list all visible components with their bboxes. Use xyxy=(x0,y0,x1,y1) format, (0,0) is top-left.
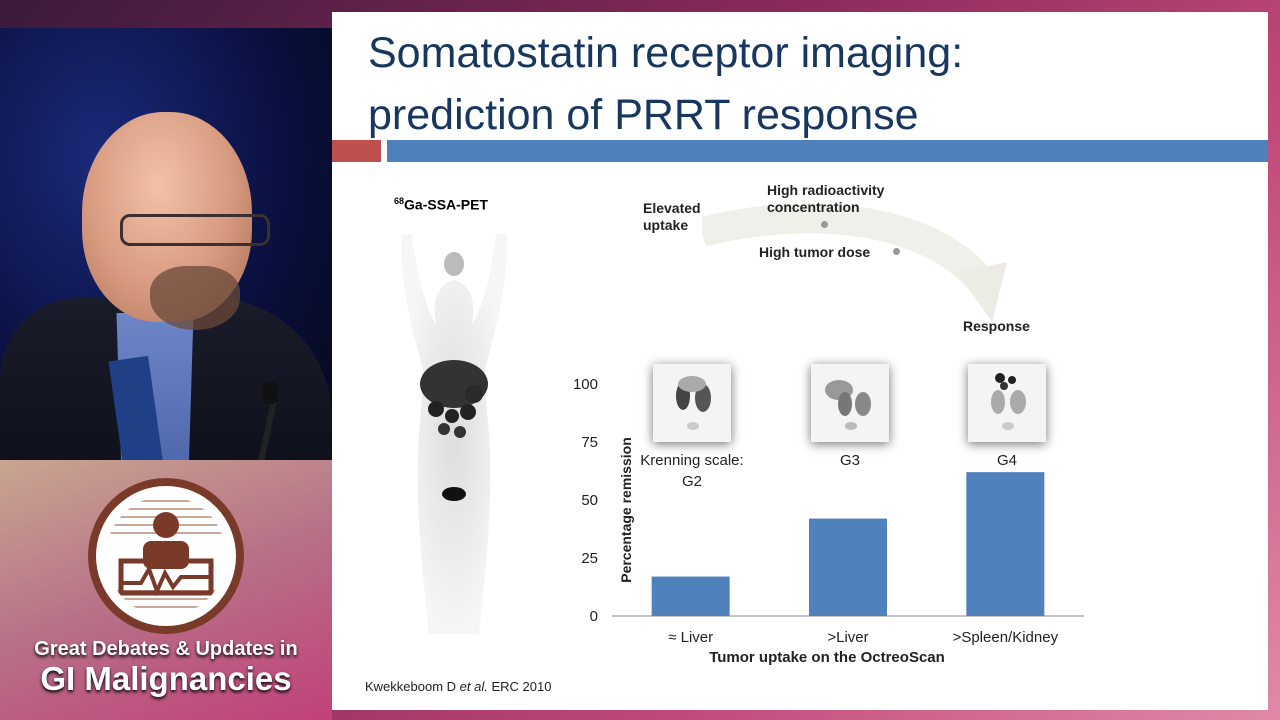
category-label-0: ≈ Liver xyxy=(668,629,713,646)
elevated-uptake-line2: uptake xyxy=(643,217,689,233)
flow-dot xyxy=(893,248,900,255)
title-accent-blue xyxy=(387,140,1268,162)
elevated-uptake-line1: Elevated xyxy=(643,200,701,216)
krenning-scale-label: Krenning scale: xyxy=(640,452,744,469)
grade-label-g4: G4 xyxy=(996,452,1017,469)
conference-name-line1: Great Debates & Updates in xyxy=(34,638,298,660)
pet-label-text: Ga-SSA-PET xyxy=(404,196,489,213)
bar-2 xyxy=(966,472,1045,616)
microphone-icon xyxy=(262,382,278,404)
category-label-1: >Liver xyxy=(827,629,868,646)
grade-label-g3: G3 xyxy=(839,452,860,469)
chart-bars xyxy=(651,472,1045,616)
pet-label-superscript: 68 xyxy=(394,196,405,206)
conference-logo-icon xyxy=(88,478,244,634)
scan-thumbnail-g2 xyxy=(653,364,731,442)
speaker-glasses xyxy=(120,214,270,246)
conference-name-line2: GI Malignancies xyxy=(40,660,292,697)
slide-title-line1: Somatostatin receptor imaging: xyxy=(368,29,964,77)
flow-dot xyxy=(821,221,828,228)
citation-et-al: et al. xyxy=(459,679,488,694)
bar-0 xyxy=(651,576,730,616)
y-tick-label-3: 75 xyxy=(581,434,598,451)
high-radioactivity-line2: concentration xyxy=(767,199,860,215)
y-tick-label-2: 50 xyxy=(581,492,598,509)
citation-journal: ERC 2010 xyxy=(487,679,552,694)
chart-ticks: 0 25 50 75 100 xyxy=(573,376,598,625)
high-tumor-dose-label: High tumor dose xyxy=(759,244,871,260)
high-radioactivity-line1: High radioactivity xyxy=(767,182,885,198)
high-radioactivity-label: High radioactivity concentration xyxy=(767,182,884,216)
y-tick-label-1: 25 xyxy=(581,550,598,567)
bar-1 xyxy=(809,518,887,616)
pet-scan-label: 68Ga-SSA-PET xyxy=(394,196,488,213)
presentation-slide: Somatostatin receptor imaging: predictio… xyxy=(332,12,1268,710)
pet-scan-image xyxy=(401,234,507,634)
speaker-video xyxy=(0,28,332,460)
scan-thumbnail-g3 xyxy=(811,364,889,442)
y-tick-label-0: 0 xyxy=(590,608,598,625)
grade-label-g2: G2 xyxy=(681,473,702,490)
flow-arrow xyxy=(702,203,1007,322)
citation-author: Kwekkeboom D xyxy=(365,679,460,694)
title-accent-red xyxy=(332,140,381,162)
chart-category-labels: ≈ Liver >Liver >Spleen/Kidney xyxy=(668,629,1058,646)
citation: Kwekkeboom D et al. ERC 2010 xyxy=(365,679,551,694)
speaker-beard xyxy=(150,266,240,330)
y-tick-label-4: 100 xyxy=(573,376,598,393)
remission-bar-chart: 0 25 50 75 100 ≈ Liver >Liver >Spleen/Kidney xyxy=(573,376,1084,646)
slide-title: Somatostatin receptor imaging: predictio… xyxy=(368,22,1248,146)
scan-thumbnail-g4 xyxy=(968,364,1046,442)
slide-title-line2: prediction of PRRT response xyxy=(368,91,919,139)
category-label-2: >Spleen/Kidney xyxy=(953,629,1059,646)
chart-x-axis-label: Tumor uptake on the OctreoScan xyxy=(709,649,945,666)
response-label: Response xyxy=(963,318,1030,334)
elevated-uptake-label: Elevated uptake xyxy=(643,200,701,234)
